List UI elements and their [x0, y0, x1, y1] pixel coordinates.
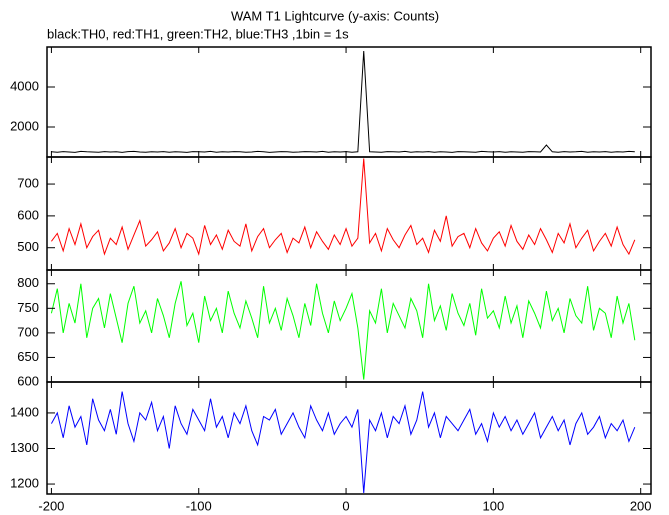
y-tick-label: 1200: [10, 475, 39, 490]
panel-frame: [46, 156, 652, 271]
lightcurve-line: [51, 50, 635, 153]
y-tick-label: 1300: [10, 440, 39, 455]
panel-frame: [46, 381, 652, 495]
chart-title: WAM T1 Lightcurve (y-axis: Counts): [231, 8, 439, 23]
x-tick-label: 100: [483, 498, 505, 513]
lightcurve-line: [51, 158, 636, 256]
y-tick-label: 800: [17, 275, 39, 290]
chart-subtitle: black:TH0, red:TH1, green:TH2, blue:TH3 …: [47, 26, 349, 41]
y-tick-label: 700: [17, 175, 39, 190]
x-tick-label: -200: [38, 498, 64, 513]
x-tick-label: 0: [342, 498, 349, 513]
x-tick-label: 200: [630, 498, 652, 513]
y-tick-label: 650: [17, 349, 39, 364]
y-tick-label: 700: [17, 324, 39, 339]
y-tick-label: 750: [17, 300, 39, 315]
y-tick-label: 2000: [10, 118, 39, 133]
y-tick-label: 500: [17, 239, 39, 254]
y-tick-label: 600: [17, 207, 39, 222]
panel-frame: [46, 46, 652, 158]
y-tick-label: 1400: [10, 404, 39, 419]
panel-frame: [46, 269, 652, 383]
x-tick-label: -100: [186, 498, 212, 513]
lightcurve-line: [50, 281, 636, 380]
lightcurve-line: [50, 391, 636, 493]
y-tick-label: 4000: [10, 78, 39, 93]
y-tick-label: 600: [17, 373, 39, 388]
